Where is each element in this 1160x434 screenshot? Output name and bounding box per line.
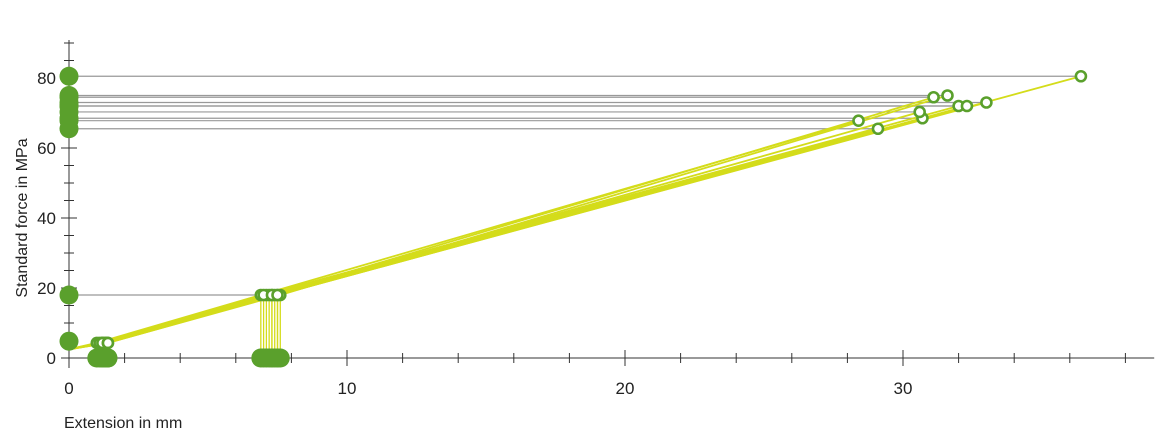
data-point-marker	[913, 105, 926, 119]
y-tick-label: 0	[47, 349, 56, 368]
data-point-marker	[271, 288, 284, 302]
series-line	[68, 75, 1082, 351]
guide-lines	[69, 75, 1081, 296]
series-line	[68, 96, 934, 351]
x-axis-reference-marker	[268, 348, 287, 368]
y-axis-title: Standard force in MPa	[14, 138, 31, 297]
data-point-marker	[101, 336, 115, 350]
data-point-marker	[852, 114, 865, 127]
x-tick-label: 30	[894, 379, 913, 398]
x-tick-label: 0	[64, 379, 73, 398]
series-lines	[68, 75, 1082, 358]
y-axis-reference-force-marker	[59, 285, 79, 305]
y-tick-label: 20	[37, 279, 56, 298]
tick-labels: 0 10 20 30 0 20 40 60 80	[37, 69, 912, 398]
data-point-marker	[960, 99, 974, 113]
y-axis-max-force-marker	[59, 66, 79, 86]
y-tick-label: 40	[37, 209, 56, 228]
data-point-marker	[980, 96, 993, 109]
x-tick-label: 20	[616, 379, 635, 398]
series-markers	[59, 66, 1088, 368]
series-line	[68, 105, 959, 351]
data-point-marker	[927, 90, 940, 104]
x-axis-title: Extension in mm	[64, 415, 182, 432]
x-axis-preload-marker	[98, 348, 118, 368]
data-point-marker	[941, 89, 954, 102]
y-axis-max-force-marker	[59, 86, 79, 105]
data-point-marker	[1074, 69, 1088, 83]
y-tick-label: 80	[37, 69, 56, 88]
data-point-marker	[871, 122, 885, 136]
y-axis-preload-marker	[59, 331, 79, 351]
y-tick-label: 60	[37, 139, 56, 158]
x-tick-label: 10	[338, 379, 357, 398]
